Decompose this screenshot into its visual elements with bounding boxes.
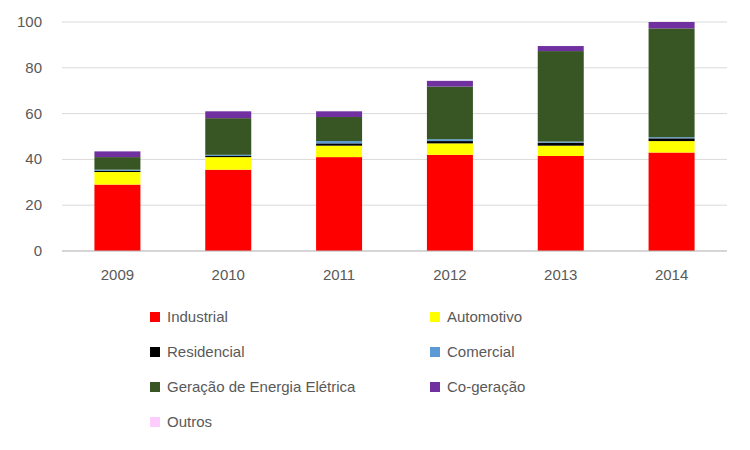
bar-segment [94, 151, 140, 157]
bar-segment [94, 172, 140, 185]
legend-swatch [150, 347, 160, 357]
bar-segment [316, 141, 362, 143]
bar-segment [649, 153, 695, 251]
legend-label: Automotivo [447, 308, 522, 325]
legend-label: Co-geração [447, 378, 525, 395]
y-tick-label: 20 [25, 196, 42, 213]
legend-swatch [430, 312, 440, 322]
bar-segment [205, 111, 251, 118]
bar-segment [205, 156, 251, 157]
grid-line [62, 205, 727, 206]
legend-label: Residencial [167, 343, 245, 360]
bar-segment [316, 117, 362, 141]
bar-segment [427, 143, 473, 154]
bar-segment [94, 171, 140, 172]
bar-segment [427, 87, 473, 140]
bar-segment [538, 156, 584, 251]
grid-line [62, 22, 727, 23]
bar-segment [205, 170, 251, 251]
x-tick-label: 2011 [323, 266, 355, 283]
grid-line [62, 159, 727, 160]
bar-segment [538, 46, 584, 47]
bar-segment [427, 81, 473, 87]
x-tick-label: 2009 [101, 266, 134, 283]
bar-segment [316, 143, 362, 145]
bars [94, 22, 694, 251]
bar-segment [205, 155, 251, 156]
bar-segment [649, 137, 695, 138]
chart-container: 0 20 40 60 80 100 2009 2010 2011 2012 2013 2014 Indu… [0, 0, 750, 450]
y-tick-label: 80 [25, 59, 42, 76]
bar-segment [427, 141, 473, 143]
bar-segment [94, 170, 140, 171]
bar-segment [94, 157, 140, 170]
y-tick-label: 0 [34, 242, 42, 259]
y-tick-label: 60 [25, 105, 42, 122]
bar-segment [649, 22, 695, 23]
bar-segment [427, 80, 473, 81]
bar-segment [538, 51, 584, 141]
legend-swatch [150, 417, 160, 427]
bar-segment [205, 157, 251, 170]
bar-segment [649, 141, 695, 152]
bar-segment [205, 118, 251, 155]
y-tick-label: 40 [25, 150, 42, 167]
x-axis [62, 251, 727, 252]
bar-segment [205, 111, 251, 112]
legend-label: Industrial [167, 308, 228, 325]
bar-segment [538, 142, 584, 143]
bar-segment [538, 46, 584, 51]
bar-segment [538, 143, 584, 146]
x-tick-label: 2012 [433, 266, 466, 283]
bar-segment [316, 111, 362, 112]
x-tick-label: 2010 [212, 266, 245, 283]
y-tick-label: 100 [17, 13, 42, 30]
legend-label: Geração de Energia Elétrica [167, 378, 356, 395]
x-tick-label: 2013 [544, 266, 577, 283]
grid-line [62, 251, 727, 252]
legend-swatch [150, 382, 160, 392]
legend-swatch [430, 382, 440, 392]
bar-segment [316, 111, 362, 117]
legend-swatch [430, 347, 440, 357]
grid-line [62, 67, 727, 68]
grid-line [62, 113, 727, 114]
x-tick-label: 2014 [655, 266, 688, 283]
bar-segment [94, 185, 140, 251]
legend-label: Outros [167, 413, 212, 430]
bar-segment [427, 155, 473, 251]
bar-segment [94, 151, 140, 152]
bar-segment [316, 146, 362, 157]
legend-swatch [150, 312, 160, 322]
chart-svg: 0 20 40 60 80 100 2009 2010 2011 2012 2013 2014 Indu… [0, 0, 750, 450]
bar-segment [316, 157, 362, 251]
bar-segment [538, 146, 584, 156]
legend-label: Comercial [447, 343, 515, 360]
bar-segment [427, 139, 473, 141]
bar-segment [649, 22, 695, 28]
bar-segment [649, 28, 695, 137]
bar-segment [649, 138, 695, 141]
